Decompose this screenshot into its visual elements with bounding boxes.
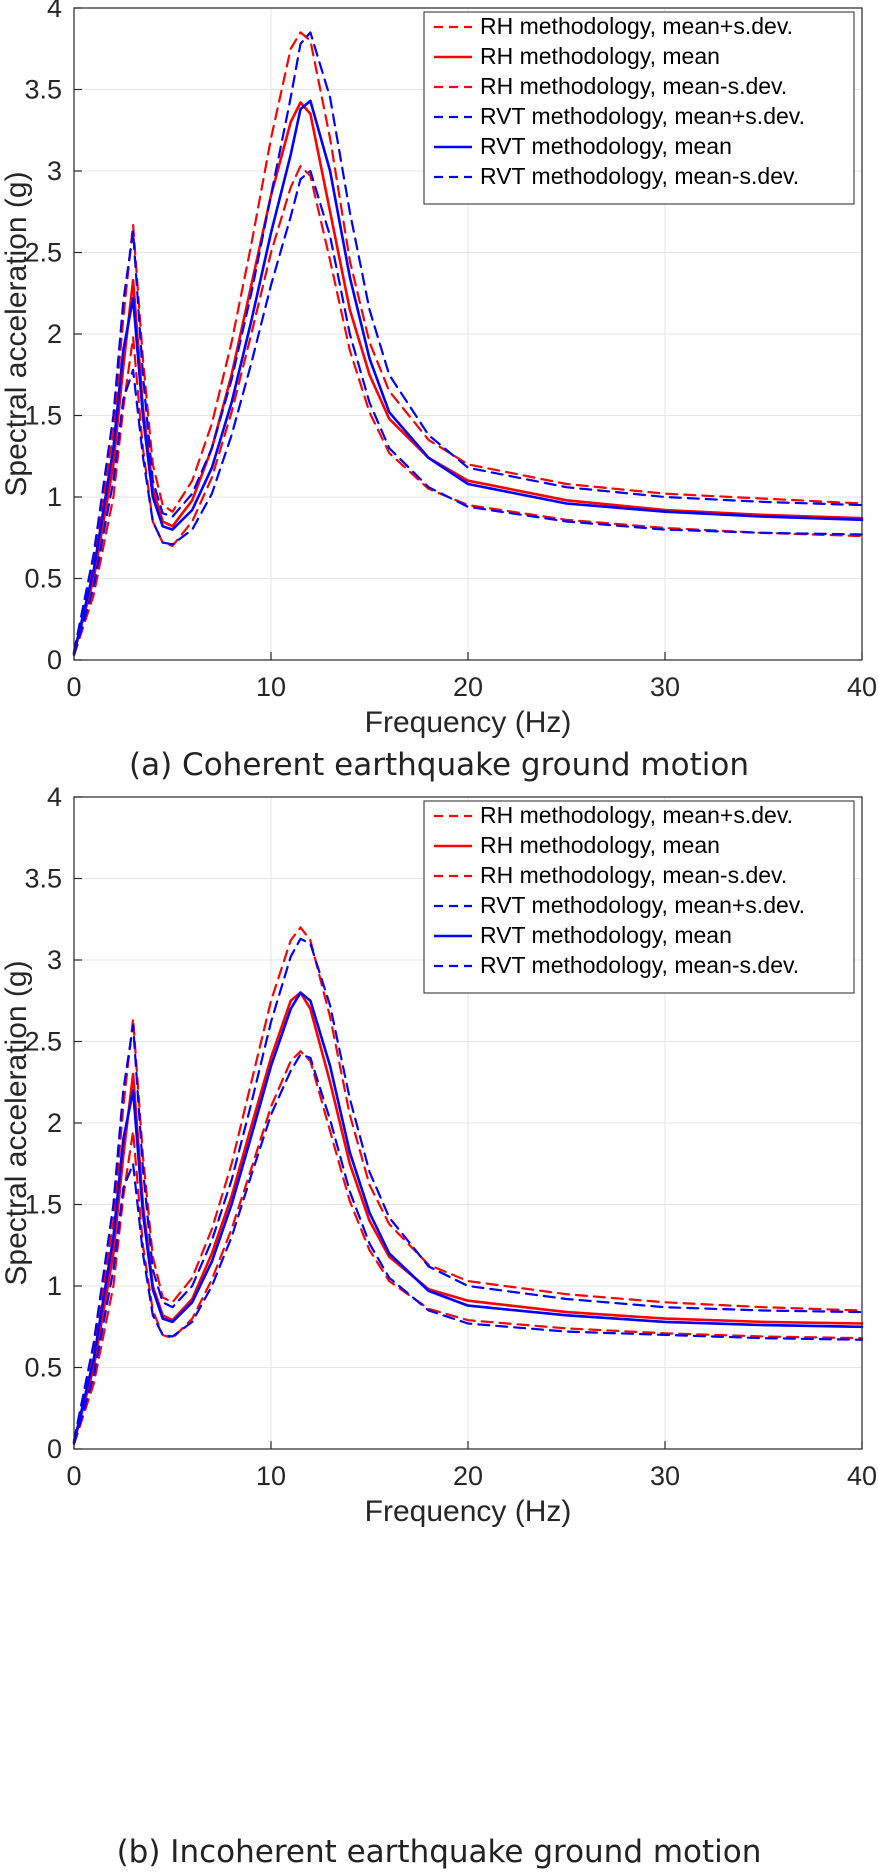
legend-entry-5: RVT methodology, mean	[480, 133, 732, 159]
x-tick-label: 30	[650, 672, 680, 702]
y-tick-label: 2	[47, 319, 62, 349]
y-tick-label: 2.5	[24, 238, 62, 268]
x-tick-label: 20	[453, 1461, 483, 1491]
y-tick-label: 4	[47, 0, 62, 23]
x-tick-label: 20	[453, 672, 483, 702]
legend: RH methodology, mean+s.dev. RH methodolog…	[423, 800, 855, 994]
y-tick-label: 0.5	[24, 564, 62, 594]
y-tick-label: 3	[47, 945, 62, 975]
legend-entry-6: RVT methodology, mean-s.dev.	[480, 163, 799, 189]
x-axis-label: Frequency (Hz)	[365, 1495, 572, 1528]
series-line-5	[72, 99, 864, 655]
x-tick-label: 40	[847, 672, 877, 702]
legend-entry-2: RH methodology, mean	[480, 832, 720, 858]
caption-coherent: (a) Coherent earthquake ground motion	[129, 747, 749, 783]
legend-entry-6: RVT methodology, mean-s.dev.	[480, 952, 799, 978]
x-tick-label: 10	[256, 672, 286, 702]
y-tick-label: 1.5	[24, 1190, 62, 1220]
legend-box	[423, 11, 855, 205]
y-tick-label: 0	[47, 645, 62, 675]
legend-entry-1: RH methodology, mean+s.dev.	[480, 802, 793, 828]
y-axis-label: Spectral acceleration (g)	[0, 171, 33, 496]
y-tick-label: 3	[47, 156, 62, 186]
y-tick-label: 0	[47, 1434, 62, 1464]
x-tick-label: 0	[66, 672, 81, 702]
legend-entry-4: RVT methodology, mean+s.dev.	[480, 892, 805, 918]
legend-entry-2: RH methodology, mean	[480, 43, 720, 69]
series-line-3	[72, 1050, 864, 1446]
x-tick-label: 40	[847, 1461, 877, 1491]
series-line-6	[72, 169, 864, 657]
series-line-3	[72, 165, 864, 657]
y-tick-label: 3.5	[24, 75, 62, 105]
legend-entry-3: RH methodology, mean-s.dev.	[480, 73, 787, 99]
legend-entry-5: RVT methodology, mean	[480, 922, 732, 948]
y-tick-label: 3.5	[24, 864, 62, 894]
x-tick-label: 10	[256, 1461, 286, 1491]
series-line-6	[72, 1053, 864, 1446]
series-line-4	[72, 31, 864, 653]
chart-panel-coherent: 0 10 20 30 40 0 0.5 1 1.5 2 2.5 3 3.5 4 Frequency (Hz…	[0, 0, 877, 783]
y-tick-label: 2	[47, 1108, 62, 1138]
chart-panel-incoherent: 0 10 20 30 40 0 0.5 1 1.5 2 2.5 3 3.5 4 Frequency (Hz…	[0, 782, 877, 1870]
y-tick-label: 1.5	[24, 401, 62, 431]
y-tick-label: 0.5	[24, 1353, 62, 1383]
x-axis-label: Frequency (Hz)	[365, 706, 572, 739]
legend: RH methodology, mean+s.dev. RH methodolog…	[423, 11, 855, 205]
y-axis-label: Spectral acceleration (g)	[0, 960, 33, 1285]
x-tick-label: 0	[66, 1461, 81, 1491]
legend-entry-1: RH methodology, mean+s.dev.	[480, 13, 793, 39]
series-line-5	[72, 991, 864, 1444]
legend-box	[423, 800, 855, 994]
series-line-1	[72, 31, 864, 653]
y-tick-label: 1	[47, 482, 62, 512]
legend-entry-4: RVT methodology, mean+s.dev.	[480, 103, 805, 129]
y-tick-label: 2.5	[24, 1027, 62, 1057]
series-line-4	[72, 937, 864, 1442]
y-tick-label: 4	[47, 782, 62, 812]
legend-entry-3: RH methodology, mean-s.dev.	[480, 862, 787, 888]
x-tick-label: 30	[650, 1461, 680, 1491]
caption-incoherent: (b) Incoherent earthquake ground motion	[117, 1834, 762, 1870]
y-tick-label: 1	[47, 1271, 62, 1301]
